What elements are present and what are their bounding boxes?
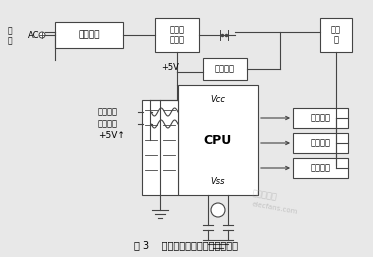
Text: 电源电路: 电源电路 [78,31,100,40]
Text: 充电指示: 充电指示 [98,107,118,116]
Bar [293,133,348,153]
Text: 开关控
制电路: 开关控 制电路 [169,25,185,45]
Bar [293,108,348,128]
Text: 输
入: 输 入 [8,26,13,46]
Circle shape [39,32,45,38]
Circle shape [143,120,151,128]
Text: 图 3    分段恒流充电智能化控制电路: 图 3 分段恒流充电智能化控制电路 [134,240,238,250]
Text: 放电电路: 放电电路 [215,65,235,74]
Text: CPU: CPU [204,133,232,146]
Bar [155,18,199,52]
Text: +5V: +5V [161,63,179,72]
Bar [203,58,247,80]
Text: 室温采样: 室温采样 [310,139,330,148]
Text: 电池
组: 电池 组 [331,25,341,45]
Circle shape [143,108,151,116]
Text: Vcc: Vcc [210,95,226,104]
Bar [293,158,348,178]
Text: elecfans.com: elecfans.com [252,201,298,215]
Text: +5V↑: +5V↑ [98,131,125,140]
Text: 复位控制: 复位控制 [310,163,330,172]
Text: 电池采样: 电池采样 [310,114,330,123]
Text: 电子发烧友: 电子发烧友 [252,188,278,201]
Bar [142,100,178,195]
Bar [178,85,258,195]
Circle shape [211,203,225,217]
Text: AC: AC [28,31,40,40]
Text: 电池损坏: 电池损坏 [98,120,118,128]
Bar [55,22,123,48]
Text: Vss: Vss [211,177,225,186]
Bar [320,18,352,52]
